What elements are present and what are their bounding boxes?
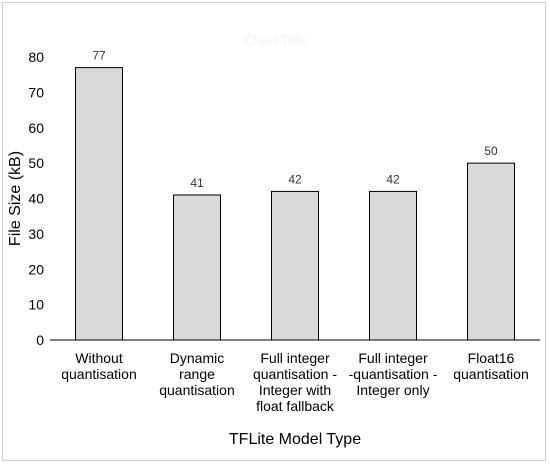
x-category-label: Dynamic range quantisation [159, 350, 235, 398]
x-category-label: Float16 quantisation [453, 350, 529, 382]
x-category-label-line: Without [75, 350, 123, 366]
y-axis-ticks: 0 10 20 30 40 50 60 70 80 [28, 49, 44, 348]
x-category-label-line: quantisation [453, 366, 529, 382]
bars [75, 67, 515, 341]
x-category-label-line: Full integer [260, 350, 330, 366]
x-category-label-line: quantisation [159, 382, 235, 398]
data-label: 42 [386, 172, 400, 186]
y-tick-label: 10 [28, 297, 44, 313]
bar [467, 162, 515, 341]
y-tick-label: 0 [36, 332, 44, 348]
data-label: 77 [92, 49, 106, 63]
data-label: 41 [190, 176, 204, 190]
data-label: 42 [288, 172, 302, 186]
y-tick-label: 60 [28, 120, 44, 136]
y-axis-title: File Size (kB) [7, 151, 24, 246]
bar [75, 67, 123, 341]
chart-title: Chart Title [243, 32, 307, 48]
x-category-label-line: -quantisation - [349, 366, 438, 382]
y-tick-label: 70 [28, 84, 44, 100]
x-category-label-line: Integer only [356, 382, 429, 398]
x-category-label-line: Integer with [259, 382, 331, 398]
x-axis-title: TFLite Model Type [229, 431, 361, 448]
y-tick-label: 30 [28, 226, 44, 242]
x-category-label-line: Full integer [358, 350, 428, 366]
x-category-label-line: quantisation [61, 366, 137, 382]
y-tick-label: 50 [28, 155, 44, 171]
x-category-label: Full integer quantisation -Integer with fl… [253, 350, 337, 414]
y-tick-label: 40 [28, 191, 44, 207]
x-category-label: Without quantisation [61, 350, 137, 382]
bar [369, 190, 417, 341]
bar [173, 194, 221, 341]
data-labels: 77 41 42 42 50 [92, 49, 498, 190]
x-category-label-line: range [179, 366, 215, 382]
x-category-label: Full integer -quantisation -Integer only [349, 350, 438, 398]
y-tick-label: 80 [28, 49, 44, 65]
x-category-label-line: Dynamic [170, 350, 224, 366]
x-category-label-line: quantisation - [253, 366, 337, 382]
x-category-label-line: Float16 [468, 350, 515, 366]
data-label: 50 [484, 144, 498, 158]
bar [271, 190, 319, 341]
x-category-label-line: float fallback [256, 398, 335, 414]
y-tick-label: 20 [28, 261, 44, 277]
